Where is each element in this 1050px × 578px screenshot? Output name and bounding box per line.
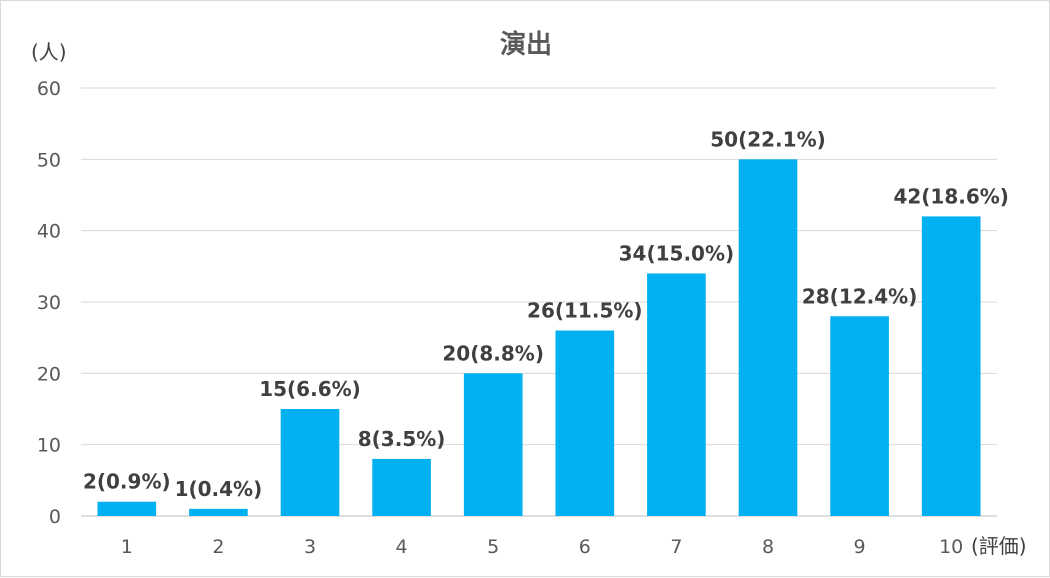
y-tick-label: 40 (37, 221, 61, 243)
bar (555, 330, 615, 516)
x-tick-label: 1 (121, 536, 133, 558)
bar (738, 159, 798, 517)
bar-data-label: 8(3.5%) (358, 427, 446, 451)
y-tick-label: 0 (49, 506, 61, 528)
bar-data-label: 26(11.5%) (527, 299, 643, 323)
bar-data-label: 28(12.4%) (802, 284, 918, 308)
y-tick-label: 10 (37, 435, 61, 457)
bar (647, 273, 706, 516)
bar-data-label: 50(22.1%) (710, 127, 826, 151)
bar-data-label: 42(18.6%) (893, 184, 1009, 208)
bar-data-label: 15(6.6%) (259, 377, 361, 401)
chart-title: 演出 (500, 29, 552, 60)
x-tick-label: 7 (670, 536, 682, 558)
y-axis-ticks: 0 10 20 30 40 50 60 (37, 78, 61, 528)
x-tick-label: 3 (304, 536, 316, 558)
x-tick-label: 5 (487, 536, 499, 558)
y-tick-label: 20 (37, 363, 61, 385)
bar (463, 373, 523, 516)
bar-data-label: 34(15.0%) (619, 241, 735, 265)
bars (97, 159, 981, 517)
x-tick-label: 2 (212, 536, 224, 558)
x-axis-ticks: 1 2 3 4 5 6 7 8 9 10 (121, 536, 964, 558)
x-tick-label: 8 (762, 536, 774, 558)
y-tick-label: 30 (37, 292, 61, 314)
x-tick-label: 9 (854, 536, 866, 558)
y-axis-unit: (人) (31, 40, 67, 64)
y-tick-label: 50 (37, 149, 61, 171)
x-tick-label: 6 (579, 536, 591, 558)
bar (830, 316, 889, 516)
bar-data-label: 1(0.4%) (175, 477, 263, 501)
bar (921, 216, 981, 516)
x-axis-unit: (評価) (971, 534, 1027, 558)
y-tick-label: 60 (37, 78, 61, 100)
bar (372, 458, 431, 516)
bar-data-label: 20(8.8%) (442, 341, 544, 365)
x-tick-label: 10 (939, 536, 963, 558)
bar (189, 508, 248, 516)
x-tick-label: 4 (396, 536, 408, 558)
bar (280, 409, 340, 516)
gridlines (81, 87, 997, 517)
bar (97, 501, 157, 516)
data-labels: 2(0.9%) 1(0.4%) 15(6.6%) 8(3.5%) 20(8.8%) 26(… (83, 127, 1009, 501)
bar-data-label: 2(0.9%) (83, 470, 171, 494)
